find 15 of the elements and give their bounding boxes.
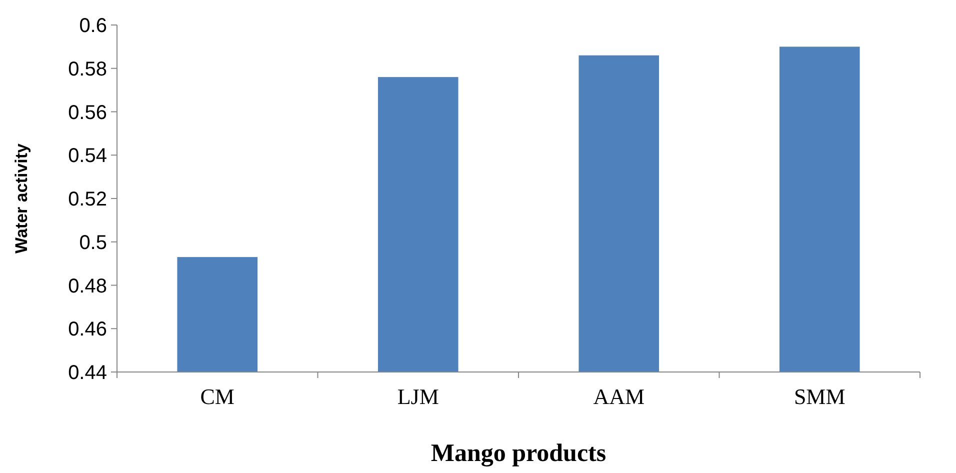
y-tick-label: 0.6 [79,15,107,37]
y-tick-label: 0.5 [79,232,107,254]
x-tick-label: CM [200,384,234,409]
x-tick-label: AAM [593,384,645,409]
x-tick-label: LJM [397,384,439,409]
y-tick-label: 0.48 [68,275,107,298]
y-axis-title: Water activity [12,143,31,254]
y-tick-label: 0.44 [68,362,107,384]
x-axis-title: Mango products [430,440,606,467]
x-tick-label: SMM [794,384,846,409]
y-tick-label: 0.54 [68,145,107,168]
y-tick-label: 0.52 [68,188,107,210]
y-tick-label: 0.56 [68,102,107,124]
y-tick-label: 0.58 [68,58,107,80]
y-tick-label: 0.46 [68,318,107,341]
